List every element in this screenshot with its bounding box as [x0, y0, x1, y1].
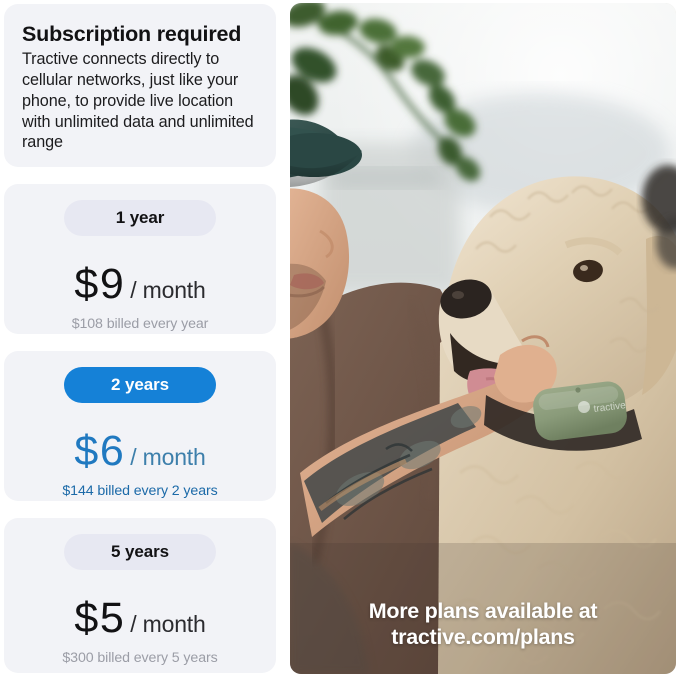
svg-text:tractive: tractive [593, 400, 627, 415]
plan-price: $9 / month [74, 259, 206, 308]
plan-term-badge[interactable]: 1 year [64, 199, 216, 236]
plan-billing-note: $144 billed every 2 years [62, 482, 218, 499]
plan-billing-note: $108 billed every year [71, 315, 209, 332]
plan-price: $6 / month [74, 426, 206, 475]
plans-column: Subscription required Tractive connects … [4, 4, 276, 673]
photo-caption: More plans available at tractive.com/pla… [290, 598, 676, 650]
plan-term-badge[interactable]: 2 years [64, 366, 216, 403]
amount-value: 6 [99, 426, 124, 475]
subscription-info-text: Tractive connects directly to cellular n… [22, 50, 254, 152]
plan-card-2-years[interactable]: 2 years $6 / month $144 billed every 2 y… [4, 350, 276, 502]
plan-price-amount: $6 [74, 426, 124, 475]
eucalyptus-branch [290, 3, 481, 182]
subscription-info-card: Subscription required Tractive connects … [4, 4, 276, 167]
currency-symbol: $ [74, 426, 98, 475]
plan-term-badge[interactable]: 5 years [64, 534, 216, 571]
photo-caption-line-1: More plans available at [368, 598, 598, 623]
page-title: Subscription required [22, 22, 242, 46]
photo-illustration: tractive [290, 3, 676, 674]
currency-symbol: $ [74, 259, 98, 308]
currency-symbol: $ [74, 594, 98, 643]
lifestyle-photo: tractive More plans availab [290, 3, 676, 674]
plan-billing-note: $300 billed every 5 years [62, 650, 218, 667]
plan-card-5-years[interactable]: 5 years $5 / month $300 billed every 5 y… [4, 518, 276, 673]
plan-price: $5 / month [74, 597, 205, 640]
plan-price-period: / month [130, 443, 206, 470]
plan-price-period: / month [130, 611, 206, 638]
tattooed-arm [300, 335, 557, 537]
amount-value: 5 [99, 594, 124, 643]
plan-price-amount: $5 [74, 597, 123, 640]
plan-price-period: / month [130, 276, 206, 303]
plan-price-amount: $9 [74, 259, 124, 308]
gps-tracker-device: tractive [533, 381, 627, 441]
photo-caption-line-2[interactable]: tractive.com/plans [391, 624, 575, 649]
amount-value: 9 [99, 259, 124, 308]
plan-card-1-year[interactable]: 1 year $9 / month $108 billed every year [4, 183, 276, 334]
